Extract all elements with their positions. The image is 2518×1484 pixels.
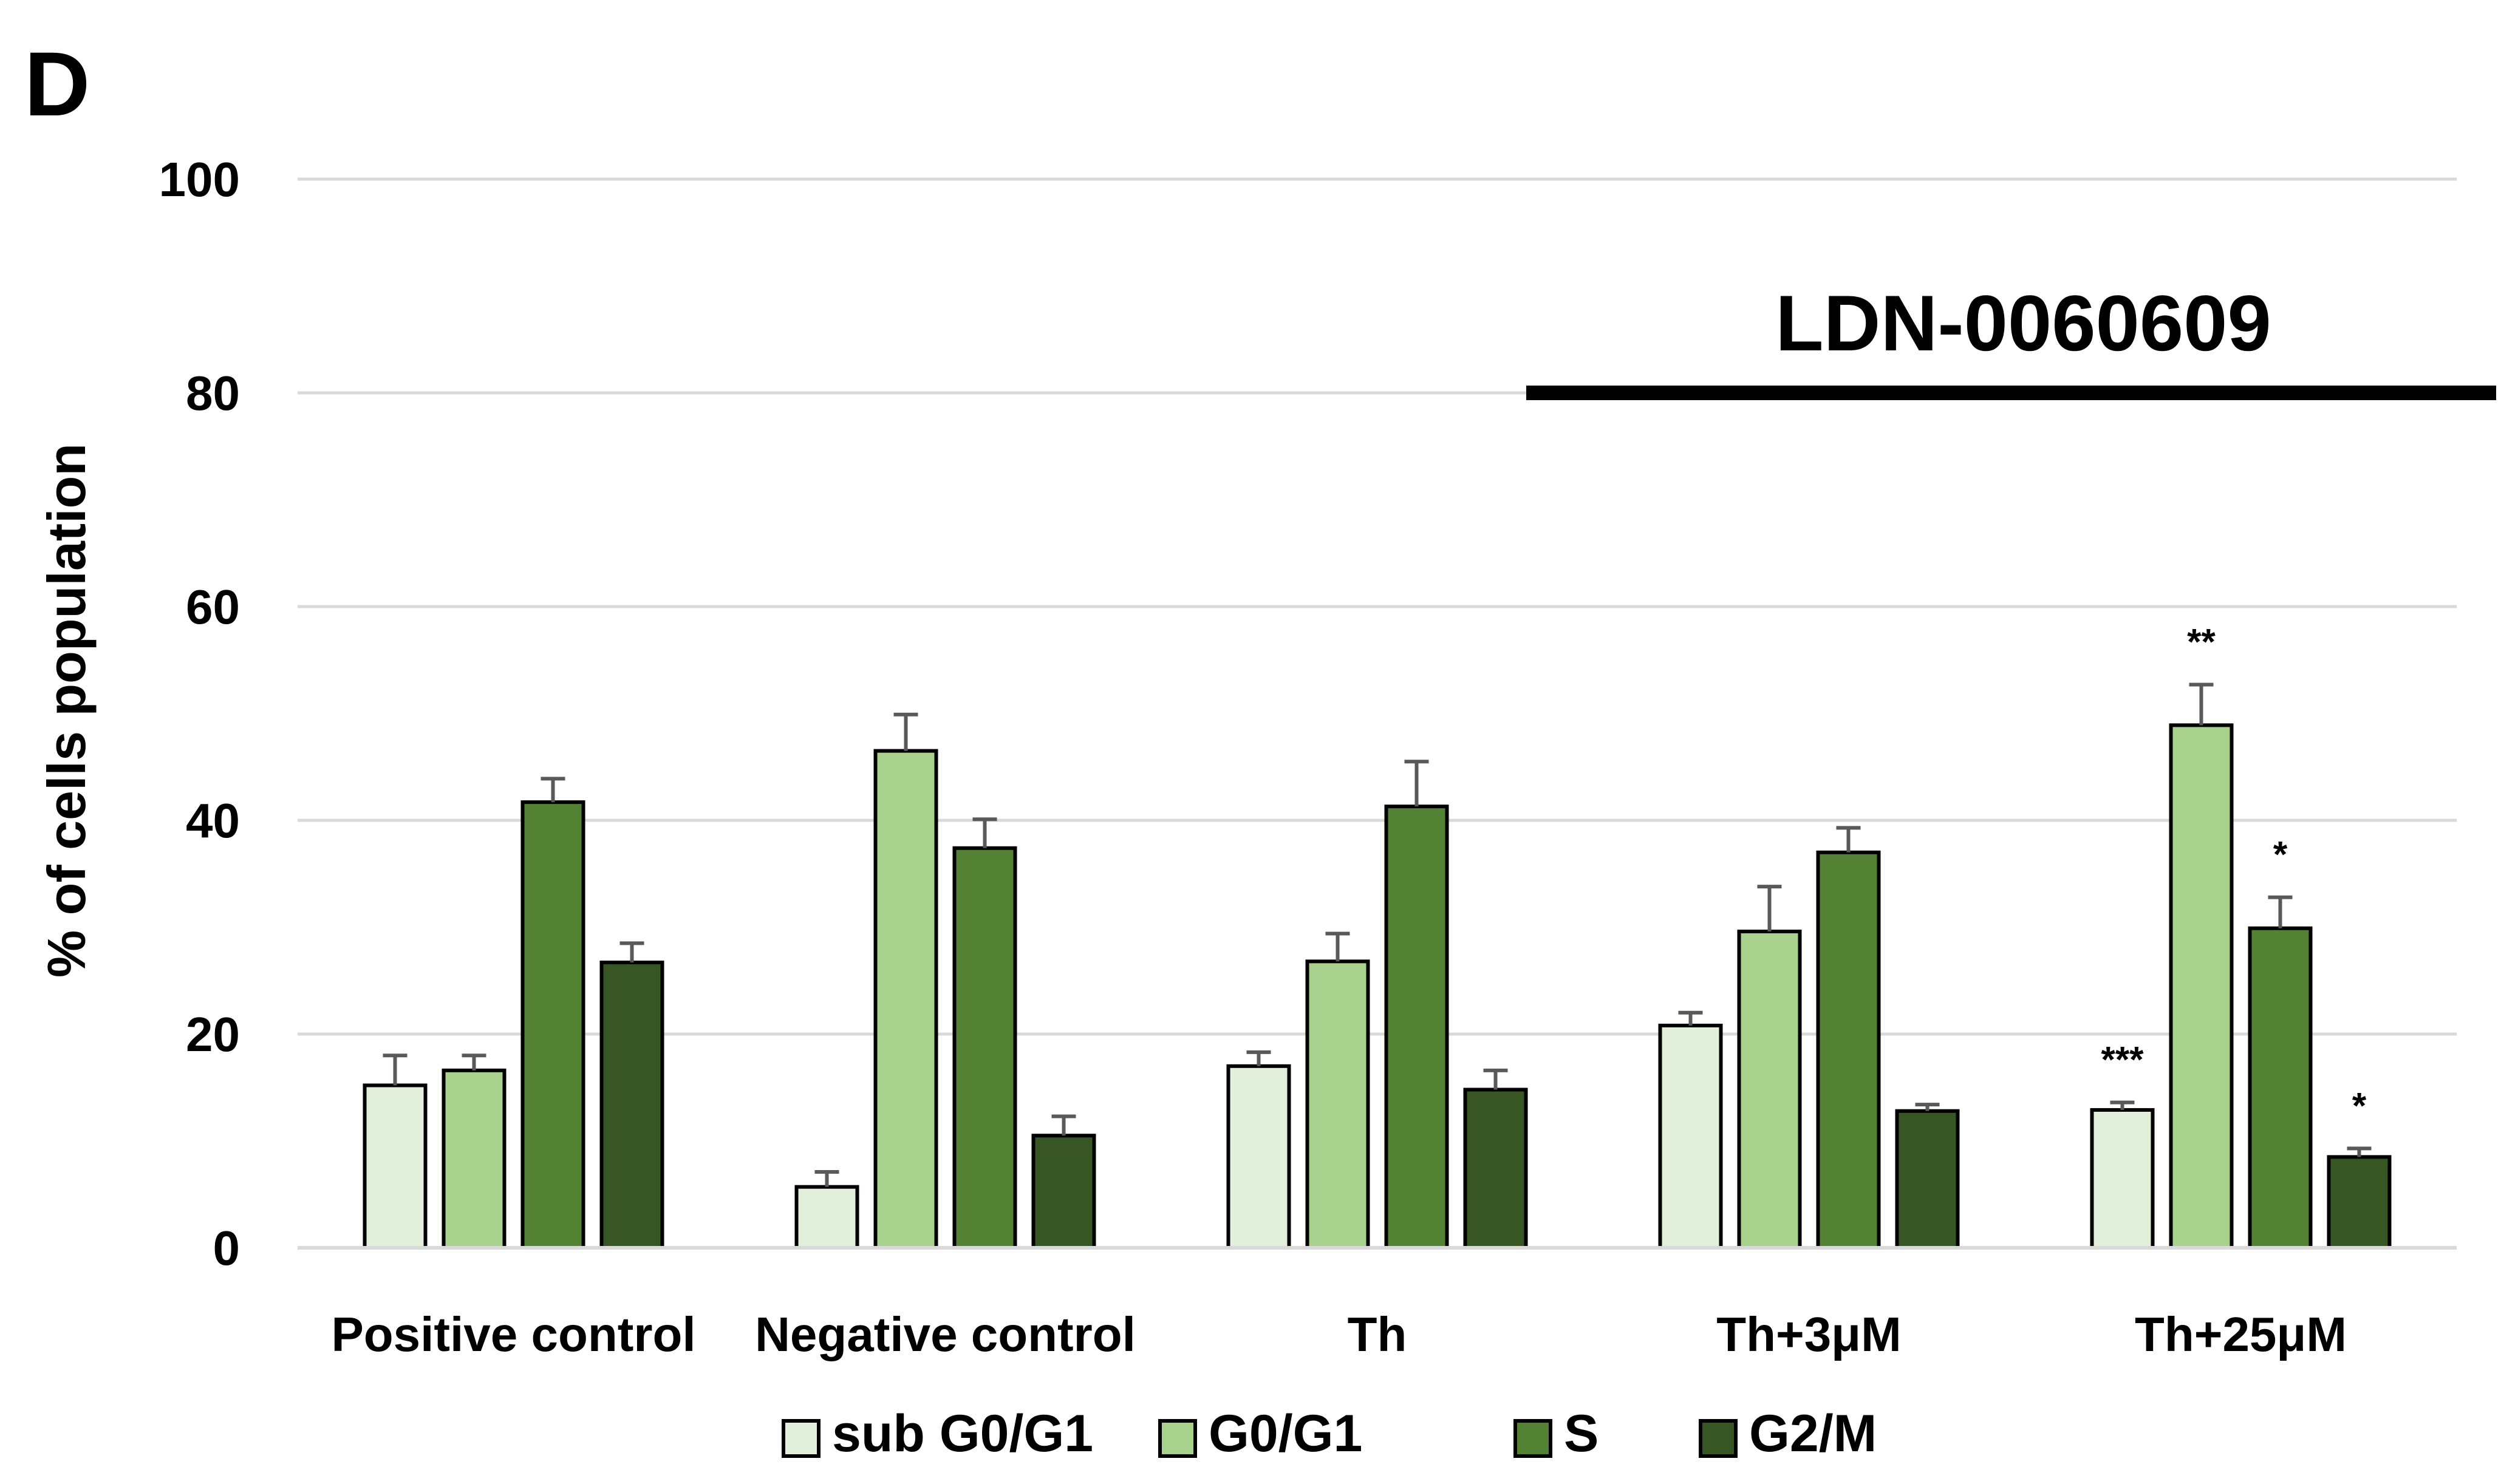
legend-label: S	[1564, 1404, 1598, 1463]
y-tick-label: 80	[186, 366, 240, 420]
bars	[363, 723, 2392, 1250]
bar	[952, 846, 1017, 1250]
bar	[1226, 1064, 1291, 1250]
y-tick-label: 40	[186, 794, 240, 848]
bar	[599, 961, 664, 1250]
significance-marker: ***	[2101, 1040, 2144, 1080]
x-category-label: Negative control	[755, 1307, 1136, 1361]
error-bars	[383, 682, 2372, 1187]
bar	[363, 1083, 428, 1250]
bar	[873, 749, 938, 1250]
x-category-label: Th+3μM	[1716, 1307, 1902, 1361]
bar	[1305, 959, 1370, 1250]
significance-marker: *	[2273, 834, 2288, 875]
significance-marker: **	[2187, 621, 2216, 662]
legend-swatch	[782, 1419, 821, 1458]
y-tick-label: 60	[186, 580, 240, 634]
significance-markers: *******	[2101, 621, 2366, 1126]
bar	[442, 1068, 507, 1250]
bar	[1816, 850, 1881, 1250]
legend-swatch	[1699, 1419, 1738, 1458]
bar	[2248, 926, 2313, 1250]
panel-label: D	[24, 33, 90, 135]
bar	[520, 800, 585, 1250]
x-category-label: Th	[1348, 1307, 1407, 1361]
bar	[1895, 1109, 1960, 1250]
legend: sub G0/G1 G0/G1 S G2/M	[782, 1404, 1877, 1463]
treatment-bracket: LDN-0060609	[1526, 279, 2496, 400]
y-tick-label: 100	[159, 152, 240, 206]
bracket-label: LDN-0060609	[1775, 279, 2271, 367]
bar	[2090, 1108, 2155, 1250]
bar	[2327, 1155, 2392, 1250]
legend-label: G0/G1	[1209, 1404, 1362, 1463]
y-axis-ticks: 0 20 40 60 80 100	[159, 152, 240, 1275]
x-axis-categories: Positive control Negative control Th Th+3μM…	[331, 1307, 2347, 1361]
significance-marker: *	[2352, 1085, 2367, 1126]
bar	[1031, 1134, 1096, 1250]
bar	[794, 1185, 859, 1250]
x-category-label: Th+25μM	[2135, 1307, 2347, 1361]
bar	[1463, 1087, 1528, 1250]
legend-label: G2/M	[1749, 1404, 1877, 1463]
bar	[2169, 723, 2234, 1250]
y-tick-label: 20	[186, 1007, 240, 1061]
x-category-label: Positive control	[331, 1307, 695, 1361]
bar	[1384, 805, 1449, 1250]
bar	[1658, 1023, 1723, 1250]
y-tick-label: 0	[213, 1221, 241, 1275]
y-axis-label: % of cells population	[36, 443, 97, 978]
legend-swatch	[1513, 1419, 1552, 1458]
bar	[1737, 930, 1802, 1250]
legend-swatch	[1158, 1419, 1197, 1458]
legend-label: sub G0/G1	[832, 1404, 1093, 1463]
